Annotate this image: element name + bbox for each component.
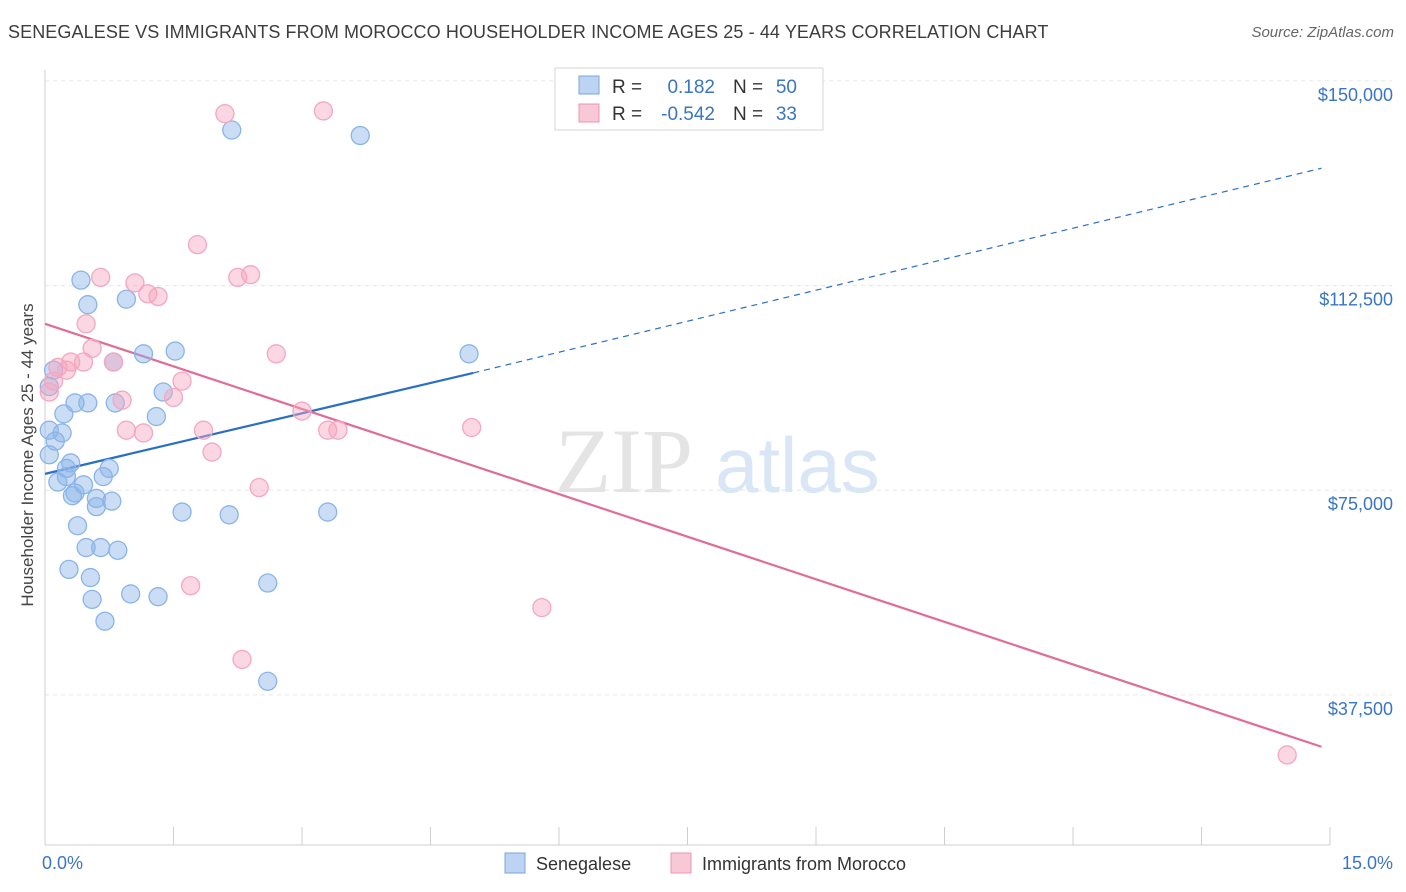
legend-n-value-1: 50: [776, 77, 797, 98]
bottom-legend-swatch-senegalese: [504, 852, 526, 874]
point-series1-13: [133, 423, 154, 443]
point-series1-16: [163, 387, 184, 408]
point-series1-19: [187, 234, 208, 255]
legend-r-label-2: R =: [612, 104, 642, 125]
point-series0-45: [318, 502, 338, 522]
point-series1-26: [249, 477, 269, 498]
point-series1-6: [76, 314, 96, 334]
bottom-legend-label-senegalese: Senegalese: [536, 854, 631, 874]
y-tick-labels: $150,000 $112,500 $75,000 $37,500: [1318, 85, 1393, 719]
point-series1-25: [240, 265, 261, 285]
x-tick-label-min: 0.0%: [42, 853, 83, 873]
point-series0-22: [82, 589, 102, 610]
gridlines: [45, 80, 1392, 696]
point-series0-32: [108, 540, 128, 560]
point-series0-47: [459, 344, 479, 364]
trend-line-0: [44, 371, 474, 475]
point-series1-34: [1277, 745, 1297, 765]
point-series0-36: [146, 406, 167, 427]
point-series1-10: [112, 390, 132, 410]
point-series0-38: [153, 382, 173, 402]
point-series1-21: [202, 442, 222, 462]
point-series0-37: [148, 587, 168, 607]
legend-n-label-2: N =: [733, 104, 763, 125]
bottom-legend: Senegalese Immigrants from Morocco: [504, 852, 906, 874]
point-series1-28: [292, 401, 312, 421]
y-axis-label: Householder Income Ages 25 - 44 years: [18, 303, 37, 606]
point-series1-22: [215, 104, 235, 124]
point-series1-11: [116, 420, 137, 440]
y-tick-label-1: $112,500: [1319, 290, 1393, 310]
trend-lines: [44, 167, 1322, 748]
point-series0-46: [350, 125, 370, 146]
point-series0-27: [95, 611, 115, 631]
point-series1-7: [82, 338, 102, 358]
chart-source: Source: ZipAtlas.com: [1251, 24, 1394, 41]
point-series1-20: [193, 420, 214, 440]
point-series0-21: [80, 567, 101, 588]
point-series1-8: [91, 267, 111, 288]
trend-line-extension-0: [473, 167, 1322, 374]
legend-swatch-senegalese: [578, 75, 600, 95]
legend-r-value-2: -0.542: [661, 104, 715, 125]
y-tick-label-3: $37,500: [1328, 699, 1393, 719]
point-series0-20: [78, 295, 98, 315]
point-series0-40: [172, 502, 192, 522]
bottom-legend-swatch-morocco: [670, 852, 692, 874]
legend-n-value-2: 33: [776, 104, 797, 125]
data-points: [39, 101, 1297, 765]
legend-r-value-1: 0.182: [667, 77, 715, 98]
y-tick-label-2: $75,000: [1328, 494, 1393, 514]
point-series0-41: [219, 505, 239, 525]
point-series0-19: [78, 393, 98, 413]
trend-line-1: [44, 322, 1322, 748]
point-series0-43: [258, 573, 278, 593]
point-series1-24: [232, 649, 252, 670]
point-series0-39: [165, 341, 185, 361]
x-tick-label-max: 15.0%: [1342, 853, 1393, 873]
point-series0-15: [67, 516, 88, 536]
legend-n-label-1: N =: [733, 77, 763, 98]
chart-title: SENEGALESE VS IMMIGRANTS FROM MOROCCO HO…: [8, 22, 1049, 42]
point-series1-5: [73, 352, 94, 372]
point-series1-17: [172, 371, 192, 391]
point-series1-15: [148, 286, 168, 307]
point-series1-9: [103, 352, 124, 372]
point-series0-42: [222, 120, 242, 140]
point-series0-28: [99, 458, 119, 479]
point-series0-25: [91, 537, 111, 558]
point-series1-18: [180, 576, 201, 596]
point-series0-34: [121, 584, 141, 604]
point-series1-0: [39, 382, 59, 402]
point-series0-16: [71, 270, 91, 290]
legend-r-label-1: R =: [612, 77, 642, 98]
point-series1-27: [266, 344, 286, 364]
watermark-atlas: atlas: [715, 421, 880, 509]
point-series0-35: [133, 344, 154, 364]
point-series1-12: [125, 273, 145, 293]
point-series1-30: [318, 420, 338, 440]
point-series1-32: [461, 417, 482, 438]
watermark-zip: ZIP: [555, 410, 693, 512]
point-series0-10: [59, 559, 79, 580]
point-series0-17: [73, 475, 94, 495]
point-series0-6: [52, 423, 72, 443]
point-series1-31: [328, 420, 348, 440]
bottom-legend-label-morocco: Immigrants from Morocco: [702, 854, 906, 874]
point-series0-29: [102, 491, 122, 511]
point-series0-44: [258, 671, 278, 691]
legend-box: R = 0.182 N = 50 R = -0.542 N = 33: [554, 67, 824, 131]
x-tick-marks: [44, 827, 1331, 845]
point-series0-33: [116, 289, 137, 309]
legend-swatch-morocco: [578, 103, 600, 123]
point-series0-18: [76, 537, 96, 558]
point-series0-24: [86, 488, 107, 509]
point-series1-29: [313, 101, 334, 121]
point-series0-11: [61, 453, 81, 473]
y-tick-label-0: $150,000: [1318, 85, 1393, 105]
point-series1-33: [532, 597, 552, 618]
